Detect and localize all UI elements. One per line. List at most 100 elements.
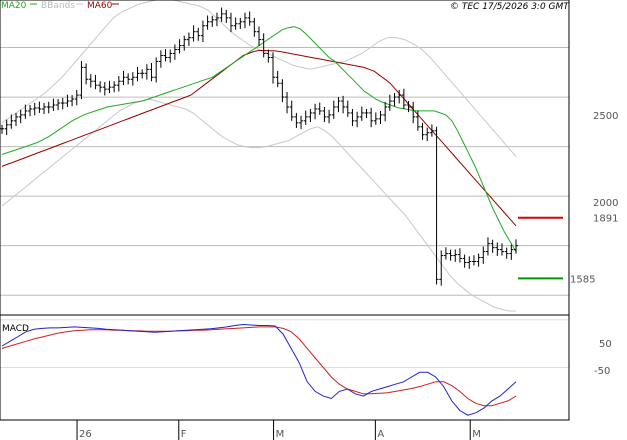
ohlc-bar bbox=[322, 106, 327, 123]
ohlc-bar bbox=[299, 115, 304, 130]
ohlc-bar bbox=[154, 57, 159, 83]
ohlc-bar bbox=[401, 88, 406, 109]
ohlc-bar bbox=[23, 104, 28, 119]
ohlc-bar bbox=[219, 7, 224, 22]
bbands-upper-line bbox=[1, 0, 517, 157]
ohlc-bar bbox=[308, 108, 313, 123]
legend-bbands: BBands bbox=[41, 1, 75, 11]
ohlc-bar bbox=[88, 74, 93, 88]
ohlc-bar bbox=[378, 110, 383, 125]
ohlc-bar bbox=[182, 35, 187, 51]
ohlc-bar bbox=[499, 243, 504, 256]
ohlc-bar bbox=[163, 49, 168, 62]
macd-line bbox=[1, 323, 517, 416]
ohlc-bar bbox=[196, 27, 201, 41]
ohlc-bar bbox=[210, 15, 215, 27]
ohlc-bar bbox=[135, 66, 140, 82]
grid-lines bbox=[0, 47, 569, 368]
ohlc-bar bbox=[32, 102, 37, 116]
ohlc-bar bbox=[247, 11, 252, 26]
macd-title: MACD bbox=[2, 324, 29, 334]
ohlc-bar bbox=[453, 249, 458, 262]
ohlc-bar bbox=[172, 44, 177, 60]
ohlc-bar bbox=[93, 74, 98, 90]
ohlc-bar bbox=[233, 17, 238, 30]
legend-ma20: MA20 bbox=[1, 1, 27, 11]
ohlc-bar bbox=[200, 20, 205, 42]
ohlc-bar bbox=[443, 247, 448, 260]
ohlc-bar bbox=[46, 101, 51, 114]
ohlc-bar bbox=[457, 248, 462, 263]
ohlc-bar bbox=[149, 63, 154, 82]
ohlc-bar bbox=[14, 112, 19, 126]
ohlc-bar bbox=[434, 126, 439, 285]
macd-frame bbox=[0, 314, 570, 421]
ohlc-bar bbox=[289, 100, 294, 121]
ohlc-bar bbox=[261, 33, 266, 58]
ohlc-bar bbox=[130, 72, 135, 86]
ohlc-bar bbox=[224, 9, 229, 23]
ohlc-bar bbox=[112, 81, 117, 93]
macd-panel bbox=[1, 323, 517, 416]
ohlc-bar bbox=[425, 127, 430, 142]
ohlc-bar bbox=[257, 26, 261, 46]
ohlc-bar bbox=[9, 114, 14, 129]
ohlc-bar bbox=[42, 103, 47, 115]
ohlc-bar bbox=[186, 32, 191, 46]
ohlc-bar bbox=[509, 244, 514, 260]
ohlc-bar bbox=[84, 63, 89, 85]
ohlc-bar bbox=[467, 256, 472, 269]
ohlc-bar bbox=[285, 91, 290, 114]
ohlc-bar bbox=[102, 82, 107, 96]
ohlc-bar bbox=[369, 107, 374, 128]
macd-y-tick-label: -50 bbox=[594, 366, 610, 377]
ohlc-bar bbox=[242, 12, 247, 29]
ohlc-bar bbox=[70, 95, 75, 107]
ohlc-bar bbox=[387, 94, 392, 111]
legend: MA20 BBands MA60 bbox=[1, 1, 119, 11]
ohlc-bar bbox=[126, 73, 131, 85]
ohlc-bar bbox=[490, 239, 495, 253]
ohlc-bar bbox=[462, 254, 467, 268]
ohlc-bar bbox=[429, 124, 434, 137]
ohlc-bar bbox=[313, 103, 318, 120]
ohlc-bar bbox=[495, 242, 500, 256]
bbands-lower-line bbox=[1, 98, 516, 312]
ohlc-bar bbox=[294, 112, 299, 128]
x-tick-label: M bbox=[276, 429, 285, 440]
ohlc-bar bbox=[214, 12, 219, 27]
ohlc-bar bbox=[18, 109, 23, 124]
ohlc-bar bbox=[158, 50, 163, 68]
x-tick-label: A bbox=[377, 429, 384, 440]
ohlc-bar bbox=[275, 70, 280, 88]
ohlc-bar bbox=[327, 109, 332, 124]
ohlc-bar bbox=[74, 89, 79, 106]
ohlc-bar bbox=[471, 255, 476, 266]
ohlc-bar bbox=[107, 80, 112, 94]
level-label-1585: 1585 bbox=[570, 274, 595, 285]
ohlc-bar bbox=[397, 89, 402, 104]
ohlc-bar bbox=[280, 79, 285, 103]
ohlc-bar bbox=[504, 247, 509, 259]
x-axis: 26 F M A M bbox=[76, 420, 481, 440]
price-panel bbox=[0, 0, 518, 312]
ohlc-bar bbox=[514, 239, 518, 254]
ohlc-bar bbox=[481, 246, 486, 264]
ohlc-bar bbox=[415, 110, 420, 131]
ohlc-bar bbox=[37, 101, 42, 113]
price-y-tick-label: 2000 bbox=[593, 198, 618, 209]
macd-y-tick-label: 50 bbox=[599, 339, 612, 350]
ohlc-bar bbox=[238, 17, 243, 29]
ohlc-bar bbox=[303, 110, 308, 125]
ohlc-bar bbox=[476, 253, 481, 267]
x-tick-label: F bbox=[181, 429, 187, 440]
price-y-tick-label: 2500 bbox=[593, 111, 618, 122]
ohlc-bar bbox=[406, 101, 411, 113]
ohlc-bar bbox=[266, 49, 271, 63]
ohlc-bar bbox=[359, 106, 364, 121]
ohlc-bar bbox=[364, 108, 369, 119]
ohlc-bar bbox=[60, 97, 65, 110]
ohlc-bar bbox=[350, 108, 355, 126]
ohlc-bar bbox=[383, 101, 388, 122]
